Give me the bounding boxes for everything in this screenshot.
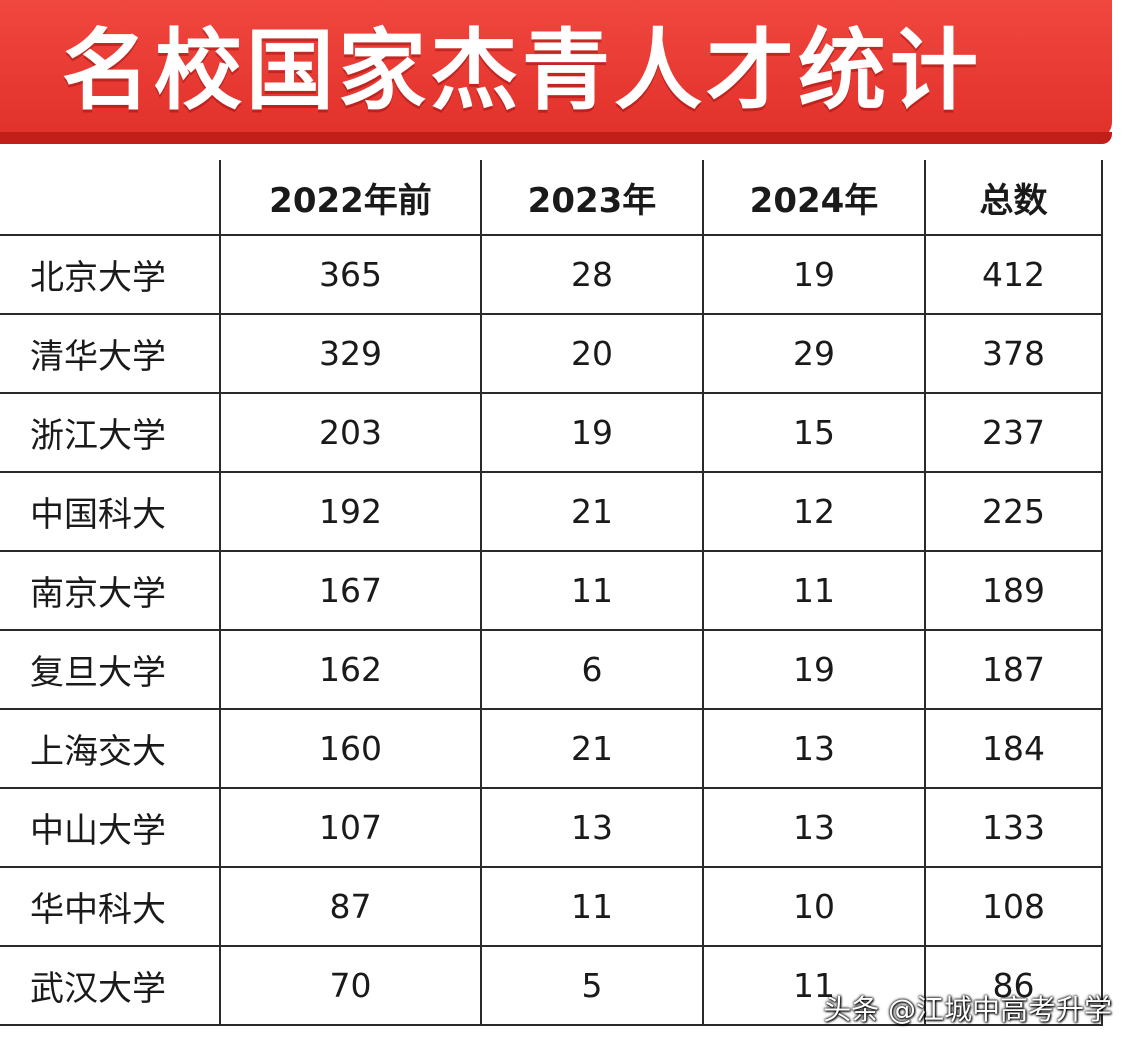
cell-before-2022: 192 bbox=[219, 471, 482, 552]
table-row: 中山大学 107 13 13 133 bbox=[0, 787, 1103, 868]
header-total: 总数 bbox=[924, 160, 1103, 236]
header-2024: 2024年 bbox=[702, 160, 926, 236]
cell-total: 412 bbox=[924, 234, 1103, 315]
table-row: 清华大学 329 20 29 378 bbox=[0, 313, 1103, 394]
cell-2024: 13 bbox=[702, 708, 926, 789]
cell-university: 复旦大学 bbox=[0, 629, 221, 710]
cell-2024: 11 bbox=[702, 945, 926, 1026]
cell-before-2022: 162 bbox=[219, 629, 482, 710]
cell-2024: 10 bbox=[702, 866, 926, 947]
cell-2024: 29 bbox=[702, 313, 926, 394]
cell-total: 187 bbox=[924, 629, 1103, 710]
table-row: 武汉大学 70 5 11 86 bbox=[0, 945, 1103, 1026]
cell-total: 225 bbox=[924, 471, 1103, 552]
cell-university: 武汉大学 bbox=[0, 945, 221, 1026]
table-row: 北京大学 365 28 19 412 bbox=[0, 234, 1103, 315]
cell-before-2022: 160 bbox=[219, 708, 482, 789]
header-2023: 2023年 bbox=[480, 160, 704, 236]
cell-total: 108 bbox=[924, 866, 1103, 947]
cell-total: 378 bbox=[924, 313, 1103, 394]
cell-university: 上海交大 bbox=[0, 708, 221, 789]
cell-total: 133 bbox=[924, 787, 1103, 868]
cell-2023: 20 bbox=[480, 313, 704, 394]
cell-2023: 11 bbox=[480, 866, 704, 947]
header-corner bbox=[0, 160, 221, 236]
cell-2024: 15 bbox=[702, 392, 926, 473]
table-row: 浙江大学 203 19 15 237 bbox=[0, 392, 1103, 473]
cell-2023: 6 bbox=[480, 629, 704, 710]
table-row: 南京大学 167 11 11 189 bbox=[0, 550, 1103, 631]
table-header-row: 2022年前 2023年 2024年 总数 bbox=[0, 160, 1103, 236]
cell-before-2022: 70 bbox=[219, 945, 482, 1026]
cell-2024: 11 bbox=[702, 550, 926, 631]
cell-university: 中山大学 bbox=[0, 787, 221, 868]
cell-university: 华中科大 bbox=[0, 866, 221, 947]
cell-2024: 13 bbox=[702, 787, 926, 868]
cell-2023: 21 bbox=[480, 471, 704, 552]
cell-total: 86 bbox=[924, 945, 1103, 1026]
cell-2024: 12 bbox=[702, 471, 926, 552]
stats-table: 2022年前 2023年 2024年 总数 北京大学 365 28 19 412 清华大学… bbox=[0, 160, 1103, 1026]
cell-university: 清华大学 bbox=[0, 313, 221, 394]
table-row: 上海交大 160 21 13 184 bbox=[0, 708, 1103, 789]
cell-university: 北京大学 bbox=[0, 234, 221, 315]
table-row: 复旦大学 162 6 19 187 bbox=[0, 629, 1103, 710]
cell-2023: 21 bbox=[480, 708, 704, 789]
cell-before-2022: 203 bbox=[219, 392, 482, 473]
cell-before-2022: 329 bbox=[219, 313, 482, 394]
cell-2023: 13 bbox=[480, 787, 704, 868]
watermark: 头条 @江城中高考升学 bbox=[823, 993, 1112, 1026]
table-row: 华中科大 87 11 10 108 bbox=[0, 866, 1103, 947]
table-row: 中国科大 192 21 12 225 bbox=[0, 471, 1103, 552]
cell-total: 237 bbox=[924, 392, 1103, 473]
cell-2023: 11 bbox=[480, 550, 704, 631]
cell-before-2022: 87 bbox=[219, 866, 482, 947]
cell-university: 浙江大学 bbox=[0, 392, 221, 473]
cell-before-2022: 167 bbox=[219, 550, 482, 631]
cell-total: 189 bbox=[924, 550, 1103, 631]
cell-2023: 5 bbox=[480, 945, 704, 1026]
cell-2023: 19 bbox=[480, 392, 704, 473]
title-banner-edge bbox=[0, 132, 1112, 144]
table-body: 2022年前 2023年 2024年 总数 北京大学 365 28 19 412 清华大学… bbox=[0, 160, 1103, 1026]
title-banner bbox=[0, 0, 1112, 140]
cell-university: 中国科大 bbox=[0, 471, 221, 552]
cell-2023: 28 bbox=[480, 234, 704, 315]
cell-university: 南京大学 bbox=[0, 550, 221, 631]
cell-total: 184 bbox=[924, 708, 1103, 789]
cell-2024: 19 bbox=[702, 234, 926, 315]
cell-before-2022: 365 bbox=[219, 234, 482, 315]
header-before-2022: 2022年前 bbox=[219, 160, 482, 236]
cell-2024: 19 bbox=[702, 629, 926, 710]
page-title: 名校国家杰青人才统计 bbox=[62, 19, 983, 122]
cell-before-2022: 107 bbox=[219, 787, 482, 868]
